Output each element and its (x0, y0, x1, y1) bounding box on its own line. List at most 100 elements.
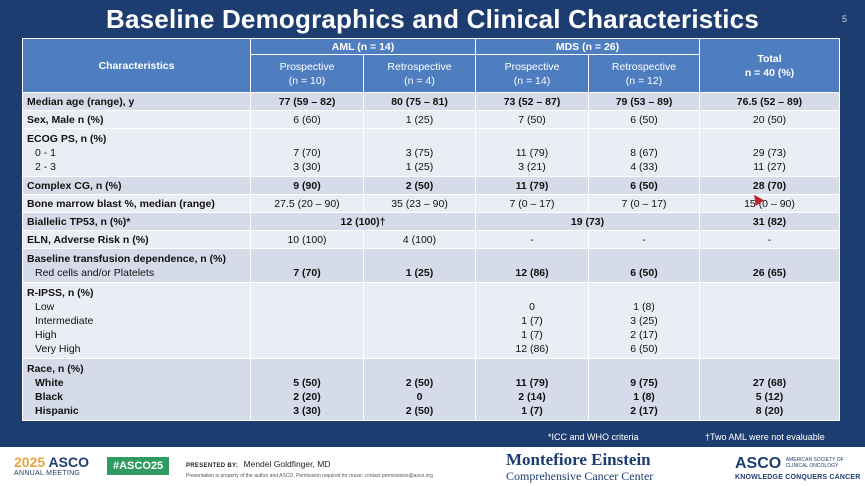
footnote-icc: *ICC and WHO criteria (548, 432, 639, 442)
table-row-biallelic-tp53: Biallelic TP53, n (%)* 12 (100)† 19 (73)… (22, 212, 840, 231)
row-sublabel: Red cells and/or Platelets (35, 266, 155, 279)
asco-annual-meeting-logo: 2025 ASCO ANNUAL MEETING (14, 454, 89, 477)
table-cell: 12 (100)† (250, 212, 476, 231)
header-row-1: Characteristics AML (n = 14) MDS (n = 26… (22, 38, 840, 93)
row-label: R-IPSS, n (%) (27, 286, 94, 299)
row-label-group: Race, n (%) White Black Hispanic (22, 358, 251, 421)
header-mds-prospective: Prospective (n = 14) (475, 54, 589, 93)
row-label: Sex, Male n (%) (22, 110, 251, 129)
table-row-race: Race, n (%) White Black Hispanic 5 (50) 2… (22, 358, 840, 421)
presenter-line: PRESENTED BY: Mendel Goldfinger, MD (186, 459, 330, 469)
header-aml: AML (n = 14) (250, 38, 476, 55)
row-sublabel: Low (35, 300, 55, 313)
table-cell: 7 (50) (475, 110, 589, 129)
row-sublabel: High (35, 328, 57, 341)
header-aml-retrospective: Retrospective (n = 4) (363, 54, 476, 93)
asco-society-logo: ASCO AMERICAN SOCIETY OF CLINICAL ONCOLO… (735, 455, 861, 481)
row-label: Median age (range), y (22, 92, 251, 111)
footnote-aml: †Two AML were not evaluable (705, 432, 825, 442)
row-sublabel: 0 - 1 (35, 146, 57, 159)
header-mds-retrospective: Retrospective (n = 12) (588, 54, 700, 93)
table-cell: 20 (50) (699, 110, 840, 129)
row-label: ELN, Adverse Risk n (%) (22, 230, 251, 249)
header-total-label: Total (757, 52, 782, 65)
row-sublabel: Very High (35, 342, 81, 355)
row-label: Bone marrow blast %, median (range) (22, 194, 251, 213)
table-cell: 80 (75 – 81) (363, 92, 476, 111)
table-cell: - (588, 230, 700, 249)
table-cell: 12 (86) (475, 248, 589, 283)
hashtag-badge: #ASCO25 (107, 457, 170, 475)
table-cell: 76.5 (52 – 89) (699, 92, 840, 111)
table-cell: 11 (79) 2 (14) 1 (7) (475, 358, 589, 421)
table-cell: 1 (25) (363, 110, 476, 129)
table-cell: 9 (90) (250, 176, 364, 195)
row-sublabel: Intermediate (35, 314, 94, 327)
table-cell: 9 (75) 1 (8) 2 (17) (588, 358, 700, 421)
row-label: Race, n (%) (27, 362, 84, 375)
table-cell: 35 (23 – 90) (363, 194, 476, 213)
header-characteristics: Characteristics (22, 38, 251, 93)
table-cell: 26 (65) (699, 248, 840, 283)
table-row-median-age: Median age (range), y 77 (59 – 82) 80 (7… (22, 92, 840, 111)
row-label-group: ECOG PS, n (%) 0 - 1 2 - 3 (22, 128, 251, 177)
table-cell: 6 (50) (588, 248, 700, 283)
table-cell: 6 (50) (588, 110, 700, 129)
table-row-transfusion: Baseline transfusion dependence, n (%) R… (22, 248, 840, 283)
table-row-eln: ELN, Adverse Risk n (%) 10 (100) 4 (100)… (22, 230, 840, 249)
table-cell: 1 (8) 3 (25) 2 (17) 6 (50) (588, 282, 700, 359)
table-row-sex-male: Sex, Male n (%) 6 (60) 1 (25) 7 (50) 6 (… (22, 110, 840, 129)
table-cell: 3 (75) 1 (25) (363, 128, 476, 177)
row-label-group: R-IPSS, n (%) Low Intermediate High Very… (22, 282, 251, 359)
table-cell: 19 (73) (475, 212, 700, 231)
demographics-table: Characteristics AML (n = 14) MDS (n = 26… (22, 38, 840, 421)
header-aml-prospective: Prospective (n = 10) (250, 54, 364, 93)
table-row-ecog: ECOG PS, n (%) 0 - 1 2 - 3 7 (70) 3 (30) … (22, 128, 840, 177)
row-label: Baseline transfusion dependence, n (%) (27, 252, 226, 265)
disclaimer: Presentation is property of the author a… (186, 473, 433, 479)
row-label: ECOG PS, n (%) (27, 132, 107, 145)
slide-footer: 2025 ASCO ANNUAL MEETING #ASCO25 PRESENT… (0, 447, 865, 486)
montefiore-logo: Montefiore Einstein Comprehensive Cancer… (506, 450, 654, 484)
row-sublabel: Hispanic (35, 404, 79, 417)
table-cell: 7 (70) 3 (30) (250, 128, 364, 177)
table-row-complex-cg: Complex CG, n (%) 9 (90) 2 (50) 11 (79) … (22, 176, 840, 195)
slide-number: 5 (841, 14, 847, 24)
table-cell: 5 (50) 2 (20) 3 (30) (250, 358, 364, 421)
table-cell (699, 282, 840, 359)
table-cell: 11 (79) 3 (21) (475, 128, 589, 177)
table-cell: - (475, 230, 589, 249)
table-cell: 6 (60) (250, 110, 364, 129)
table-cell (250, 282, 364, 359)
row-label: Complex CG, n (%) (22, 176, 251, 195)
table-cell: 4 (100) (363, 230, 476, 249)
table-cell: 27 (68) 5 (12) 8 (20) (699, 358, 840, 421)
table-cell: 6 (50) (588, 176, 700, 195)
presenter-name: Mendel Goldfinger, MD (243, 459, 331, 469)
table-cell: 7 (70) (250, 248, 364, 283)
header-mds: MDS (n = 26) (475, 38, 700, 55)
table-cell: 11 (79) (475, 176, 589, 195)
table-cell: 15 (0 – 90) (699, 194, 840, 213)
table-cell: 31 (82) (699, 212, 840, 231)
table-row-marrow-blast: Bone marrow blast %, median (range) 27.5… (22, 194, 840, 213)
slide: Baseline Demographics and Clinical Chara… (22, 4, 847, 421)
row-sublabel: Black (35, 390, 64, 403)
header-total: Total n = 40 (%) (699, 38, 840, 93)
row-label: Biallelic TP53, n (%)* (22, 212, 251, 231)
table-cell: 7 (0 – 17) (475, 194, 589, 213)
table-cell: - (699, 230, 840, 249)
row-label-group: Baseline transfusion dependence, n (%) R… (22, 248, 251, 283)
table-row-ripss: R-IPSS, n (%) Low Intermediate High Very… (22, 282, 840, 359)
table-cell: 10 (100) (250, 230, 364, 249)
table-cell: 2 (50) (363, 176, 476, 195)
presented-by-label: PRESENTED BY: (186, 463, 239, 469)
row-sublabel: White (35, 376, 64, 389)
table-cell: 1 (25) (363, 248, 476, 283)
table-cell: 27.5 (20 – 90) (250, 194, 364, 213)
table-cell: 77 (59 – 82) (250, 92, 364, 111)
header-row-2: Prospective (n = 10) Retrospective (n = 4)… (23, 54, 840, 93)
slide-title: Baseline Demographics and Clinical Chara… (105, 4, 760, 34)
table-cell (363, 282, 476, 359)
